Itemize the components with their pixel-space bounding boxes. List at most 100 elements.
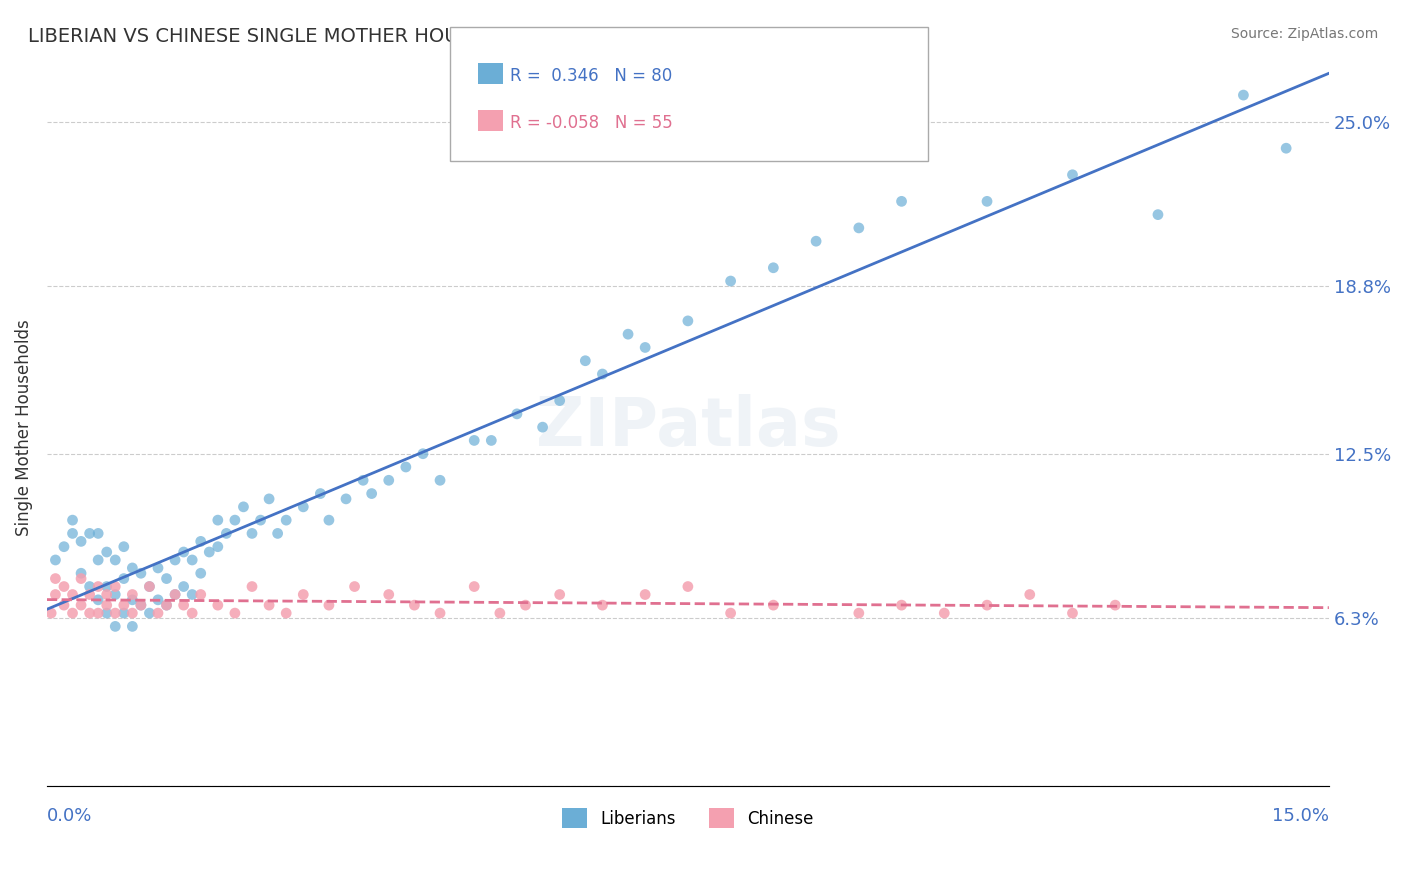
Point bbox=[976, 194, 998, 209]
Point bbox=[848, 606, 870, 620]
Point bbox=[1104, 598, 1126, 612]
Point bbox=[96, 545, 118, 559]
Point bbox=[121, 587, 143, 601]
Point bbox=[548, 393, 571, 408]
Point bbox=[634, 587, 657, 601]
Point bbox=[104, 587, 127, 601]
Point bbox=[104, 619, 127, 633]
Point bbox=[890, 598, 912, 612]
Point bbox=[617, 327, 640, 342]
Point bbox=[1062, 606, 1084, 620]
Point bbox=[232, 500, 254, 514]
Point bbox=[44, 572, 66, 586]
Point bbox=[96, 598, 118, 612]
Point bbox=[181, 606, 204, 620]
Point bbox=[343, 580, 366, 594]
Point bbox=[676, 580, 699, 594]
Point bbox=[224, 606, 246, 620]
Point bbox=[129, 598, 152, 612]
Text: ZIPatlas: ZIPatlas bbox=[536, 394, 841, 460]
Point bbox=[309, 486, 332, 500]
Point bbox=[574, 353, 596, 368]
Point bbox=[70, 598, 93, 612]
Point bbox=[79, 580, 101, 594]
Point bbox=[112, 572, 135, 586]
Point bbox=[96, 580, 118, 594]
Point bbox=[190, 566, 212, 581]
Point bbox=[224, 513, 246, 527]
Point bbox=[395, 460, 418, 475]
Point bbox=[155, 598, 177, 612]
Point bbox=[240, 526, 263, 541]
Point bbox=[249, 513, 271, 527]
Point bbox=[146, 592, 169, 607]
Point bbox=[429, 473, 451, 487]
Point bbox=[890, 194, 912, 209]
Point bbox=[266, 526, 288, 541]
Point bbox=[198, 545, 221, 559]
Point bbox=[591, 367, 613, 381]
Point bbox=[257, 598, 280, 612]
Point bbox=[104, 580, 127, 594]
Point bbox=[70, 534, 93, 549]
Point bbox=[104, 553, 127, 567]
Point bbox=[1062, 168, 1084, 182]
Point bbox=[138, 580, 160, 594]
Point bbox=[463, 580, 485, 594]
Point bbox=[591, 598, 613, 612]
Point bbox=[190, 534, 212, 549]
Point bbox=[104, 606, 127, 620]
Point bbox=[79, 587, 101, 601]
Point bbox=[181, 553, 204, 567]
Point bbox=[146, 606, 169, 620]
Point bbox=[87, 580, 110, 594]
Point bbox=[276, 606, 298, 620]
Point bbox=[489, 606, 512, 620]
Point bbox=[155, 598, 177, 612]
Point bbox=[70, 572, 93, 586]
Point bbox=[173, 545, 195, 559]
Y-axis label: Single Mother Households: Single Mother Households bbox=[15, 318, 32, 535]
Point bbox=[634, 341, 657, 355]
Point bbox=[934, 606, 956, 620]
Legend: Liberians, Chinese: Liberians, Chinese bbox=[555, 801, 821, 835]
Point bbox=[207, 513, 229, 527]
Point bbox=[548, 587, 571, 601]
Point bbox=[121, 592, 143, 607]
Point bbox=[96, 606, 118, 620]
Point bbox=[720, 606, 742, 620]
Point bbox=[804, 234, 827, 248]
Point bbox=[257, 491, 280, 506]
Point bbox=[138, 606, 160, 620]
Point bbox=[1147, 208, 1170, 222]
Text: 15.0%: 15.0% bbox=[1272, 807, 1329, 825]
Point bbox=[87, 553, 110, 567]
Point bbox=[53, 598, 76, 612]
Point bbox=[976, 598, 998, 612]
Point bbox=[173, 598, 195, 612]
Point bbox=[463, 434, 485, 448]
Point bbox=[112, 606, 135, 620]
Point bbox=[240, 580, 263, 594]
Point bbox=[62, 587, 84, 601]
Point bbox=[515, 598, 537, 612]
Point bbox=[181, 587, 204, 601]
Point bbox=[429, 606, 451, 620]
Text: LIBERIAN VS CHINESE SINGLE MOTHER HOUSEHOLDS CORRELATION CHART: LIBERIAN VS CHINESE SINGLE MOTHER HOUSEH… bbox=[28, 27, 769, 45]
Point bbox=[335, 491, 357, 506]
Point bbox=[39, 606, 62, 620]
Point bbox=[207, 540, 229, 554]
Point bbox=[352, 473, 374, 487]
Point bbox=[1232, 88, 1254, 103]
Point bbox=[112, 598, 135, 612]
Point bbox=[762, 260, 785, 275]
Point bbox=[44, 553, 66, 567]
Point bbox=[1018, 587, 1040, 601]
Text: Source: ZipAtlas.com: Source: ZipAtlas.com bbox=[1230, 27, 1378, 41]
Point bbox=[377, 587, 399, 601]
Point bbox=[87, 592, 110, 607]
Point bbox=[190, 587, 212, 601]
Point bbox=[412, 447, 434, 461]
Point bbox=[292, 587, 315, 601]
Point bbox=[292, 500, 315, 514]
